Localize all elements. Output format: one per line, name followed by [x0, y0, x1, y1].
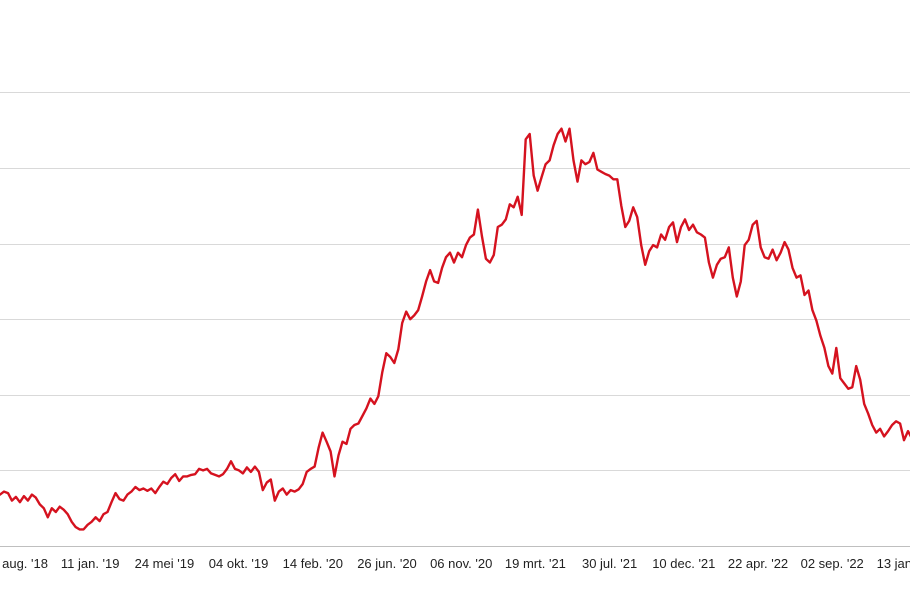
x-tick-label: 26 jun. '20 [357, 556, 417, 571]
x-tick-label: 30 jul. '21 [582, 556, 637, 571]
x-tick-label: 13 jan. '23 [877, 556, 910, 571]
x-tick-label: 02 sep. '22 [801, 556, 864, 571]
x-tick-label: 11 jan. '19 [61, 556, 120, 571]
x-tick-label: 14 feb. '20 [283, 556, 343, 571]
series-line [0, 127, 910, 531]
x-axis-tick-labels: 31 aug. '18 11 jan. '19 24 mei '19 04 okt. … [0, 556, 910, 571]
gridlines [0, 92, 910, 547]
x-tick-label: 06 nov. '20 [430, 556, 492, 571]
x-tick-label: 31 aug. '18 [0, 556, 48, 571]
x-tick-label: 22 apr. '22 [728, 556, 788, 571]
x-tick-label: 24 mei '19 [135, 556, 195, 571]
x-tick-label: 10 dec. '21 [652, 556, 715, 571]
x-tick-label: 04 okt. '19 [209, 556, 269, 571]
x-tick-label: 19 mrt. '21 [505, 556, 566, 571]
